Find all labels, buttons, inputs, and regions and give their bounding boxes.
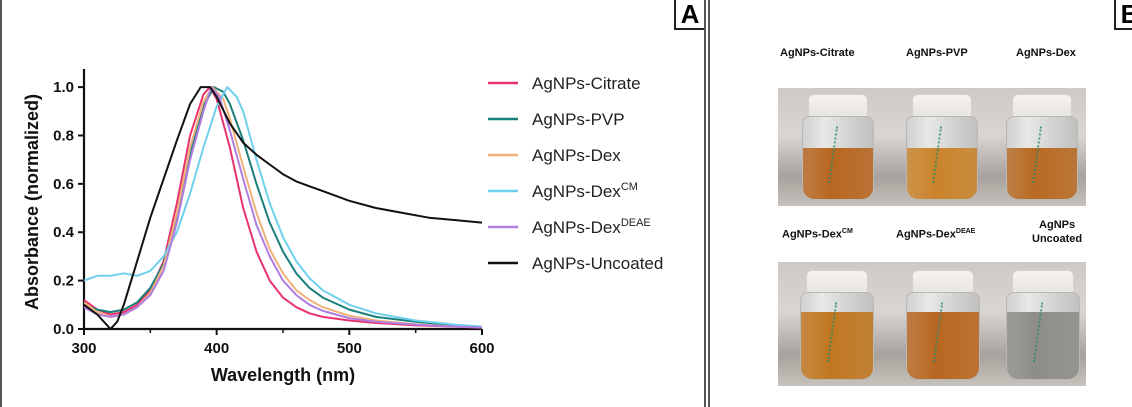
jar-label-dexcm: AgNPs-DexCM [782,228,853,241]
jar-dex [1006,94,1078,200]
jar-dexcm [800,270,874,380]
series-line-3 [84,86,482,329]
jar-liquid [1007,311,1079,379]
series-line-2 [84,86,482,328]
y-tick-label: 0.0 [53,321,74,338]
jar-uncoated [1006,270,1080,380]
y-tick-label: 0.6 [53,176,74,193]
series-line-5 [84,86,482,329]
jar-label-dex: AgNPs-Dex [1016,47,1076,59]
y-tick-label: 0.8 [53,127,74,144]
x-axis-label: Wavelength (nm) [211,365,355,385]
jar-citrate [802,94,874,200]
jar-dexdeae [906,270,980,380]
photo-bottom-row [778,262,1086,386]
jar-label-citrate: AgNPs-Citrate [780,47,855,59]
panel-a: A 300 400 500 600 0.0 0.2 0.4 0.6 0.8 1.0 Waveleng… [0,0,706,407]
legend-entry-5: AgNPs-DexDEAE [532,217,651,237]
photo-top-row [778,88,1086,206]
series-line-1 [84,86,482,329]
x-tick-label: 600 [469,340,494,357]
y-axis-label: Absorbance (normalized) [22,94,42,310]
y-tick-label: 0.2 [53,273,74,290]
jar-liquid [803,148,873,199]
legend-entry-4: AgNPs-DexCM [532,181,638,201]
jar-pvp [906,94,978,200]
legend-entry-1: AgNPs-Citrate [532,74,641,93]
jar-liquid [801,311,873,379]
jar-liquid [1007,148,1077,199]
panel-b-letter: B [1114,0,1132,30]
jar-liquid [907,148,977,199]
series-line-6 [84,86,482,329]
absorbance-chart: 300 400 500 600 0.0 0.2 0.4 0.6 0.8 1.0 Wavelength… [22,69,663,385]
jar-label-pvp: AgNPs-PVP [906,47,968,59]
jar-liquid [907,311,979,379]
jar-label-uncoated: AgNPs Uncoated [1032,219,1083,245]
series-line-4 [84,86,482,328]
panel-b: B AgNPs-Citrate AgNPs-PVP AgNPs-Dex AgNP… [708,0,1132,407]
panel-a-letter: A [674,0,704,30]
jar-label-dexdeae: AgNPs-DexDEAE [896,228,976,241]
x-tick-label: 500 [337,340,362,357]
legend-entry-2: AgNPs-PVP [532,110,625,129]
y-tick-label: 0.4 [53,224,75,241]
legend-entry-6: AgNPs-Uncoated [532,254,663,273]
y-tick-label: 1.0 [53,79,74,96]
legend-entry-3: AgNPs-Dex [532,146,621,165]
x-tick-label: 300 [71,340,96,357]
x-tick-label: 400 [204,340,229,357]
